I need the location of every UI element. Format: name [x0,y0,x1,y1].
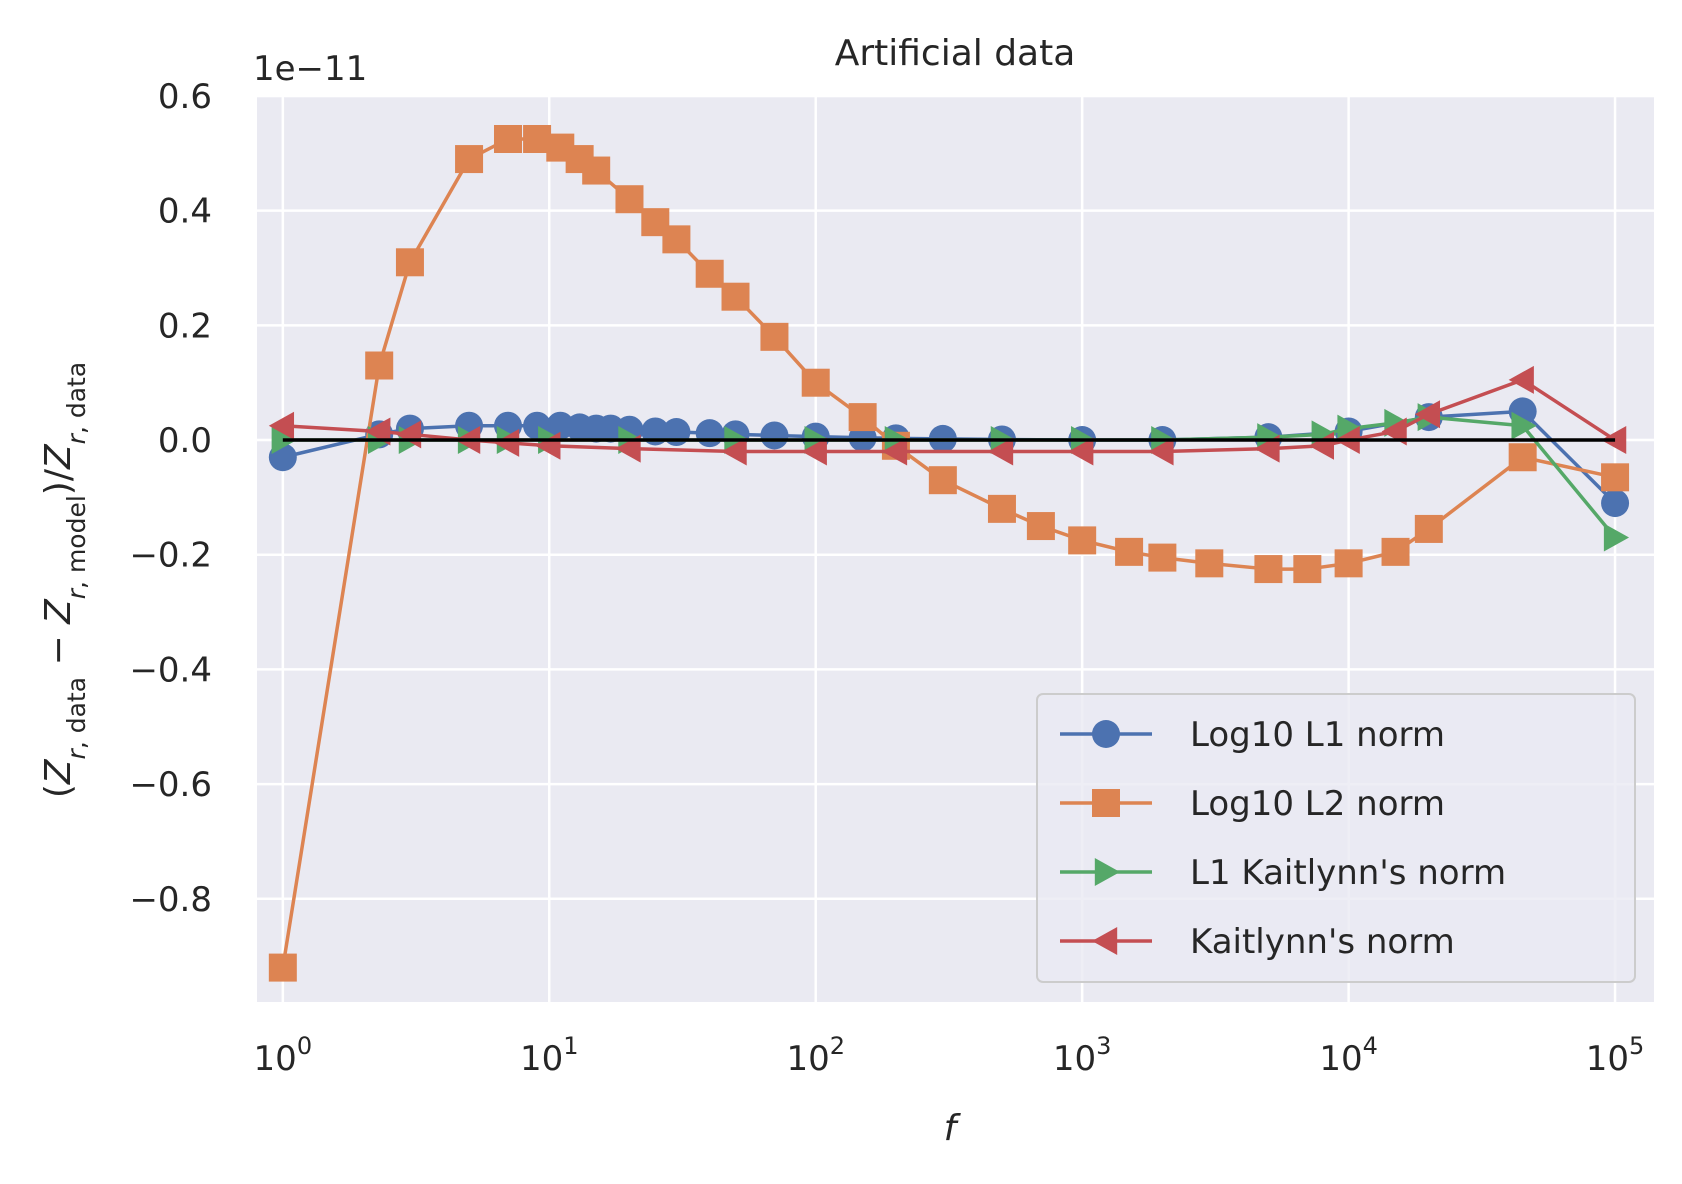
data-point [455,145,484,174]
data-point [493,428,520,457]
data-point [1293,555,1322,584]
data-point [662,418,691,447]
legend-label: L1 Kaitlynn's norm [1190,853,1506,893]
data-point [695,419,724,448]
legend-label: Kaitlynn's norm [1190,922,1455,962]
y-tick-label: −0.4 [129,650,212,690]
tick-labels: 100 101 102 103 104 1050.60.40.20.0−0.2−0.4−0… [129,77,1644,1079]
data-point [881,437,908,466]
data-point [615,185,644,214]
data-point [1115,537,1144,566]
data-point [1601,489,1630,518]
data-point [662,225,691,254]
data-point [1381,537,1410,566]
data-point [1148,437,1174,466]
legend-label: Log10 L1 norm [1190,715,1445,755]
data-point [1092,789,1120,817]
data-point [1511,411,1537,440]
data-point [1195,549,1224,578]
data-point [987,437,1014,466]
data-point [1601,463,1630,492]
y-tick-label: 0.6 [158,77,212,117]
data-point [801,368,830,397]
x-tick-base: 10 [1053,1039,1096,1079]
data-point [268,953,297,982]
legend-label: Log10 L2 norm [1190,784,1445,824]
y-offset-label: 1e−11 [253,49,367,89]
data-point [582,156,611,185]
x-tick-exponent: 0 [297,1032,312,1060]
x-tick-exponent: 5 [1629,1032,1644,1060]
data-point [1148,543,1177,572]
data-point [1254,555,1283,584]
x-axis-label: f [944,1108,962,1149]
y-axis-label: (Zr, data − Zr, model)/Zr, data [38,362,91,798]
y-tick-label: −0.8 [129,880,212,920]
data-point [848,403,877,432]
data-point [1508,365,1534,394]
x-tick-label: 103 [1053,1032,1112,1079]
data-point [1092,720,1120,748]
x-tick-base: 10 [520,1039,563,1079]
series-layer [268,125,1630,982]
x-tick-label: 101 [520,1032,579,1079]
x-tick-exponent: 4 [1363,1032,1378,1060]
x-tick-label: 102 [786,1032,845,1079]
x-tick-exponent: 1 [563,1032,578,1060]
legend-box [1036,693,1636,983]
data-point [395,248,424,277]
data-point [268,411,295,440]
x-tick-label: 104 [1319,1032,1378,1079]
data-point [1068,437,1094,466]
x-tick-exponent: 2 [830,1032,845,1060]
data-point [760,322,789,351]
data-point [1414,514,1443,543]
data-point [1026,512,1055,541]
legend: Log10 L1 norm Log10 L2 norm L1 Kaitlynn's … [1036,693,1636,983]
x-tick-base: 10 [254,1039,297,1079]
data-point [1068,526,1097,555]
data-point [1508,443,1537,472]
y-tick-label: 0.4 [158,192,212,232]
data-point [695,259,724,288]
data-point [1603,523,1630,552]
data-point [365,351,394,380]
x-tick-base: 10 [1319,1039,1362,1079]
x-tick-exponent: 3 [1096,1032,1111,1060]
data-point [1094,858,1120,886]
chart-title: Artificial data [835,33,1076,74]
x-tick-base: 10 [1586,1039,1629,1079]
x-tick-base: 10 [786,1039,829,1079]
data-point [928,466,957,495]
data-point [721,437,747,466]
y-tick-label: 0.2 [158,306,212,346]
y-tick-label: −0.6 [129,765,212,805]
data-point [801,437,827,466]
data-point [493,125,522,154]
y-tick-label: 0.0 [158,421,212,461]
data-point [1092,927,1118,955]
data-point [1334,549,1363,578]
data-point [987,494,1016,523]
x-tick-label: 100 [254,1032,313,1079]
x-tick-label: 105 [1586,1032,1645,1079]
y-tick-label: −0.2 [129,536,212,576]
data-point [721,282,750,311]
data-point [1414,400,1441,429]
data-point [760,421,789,450]
